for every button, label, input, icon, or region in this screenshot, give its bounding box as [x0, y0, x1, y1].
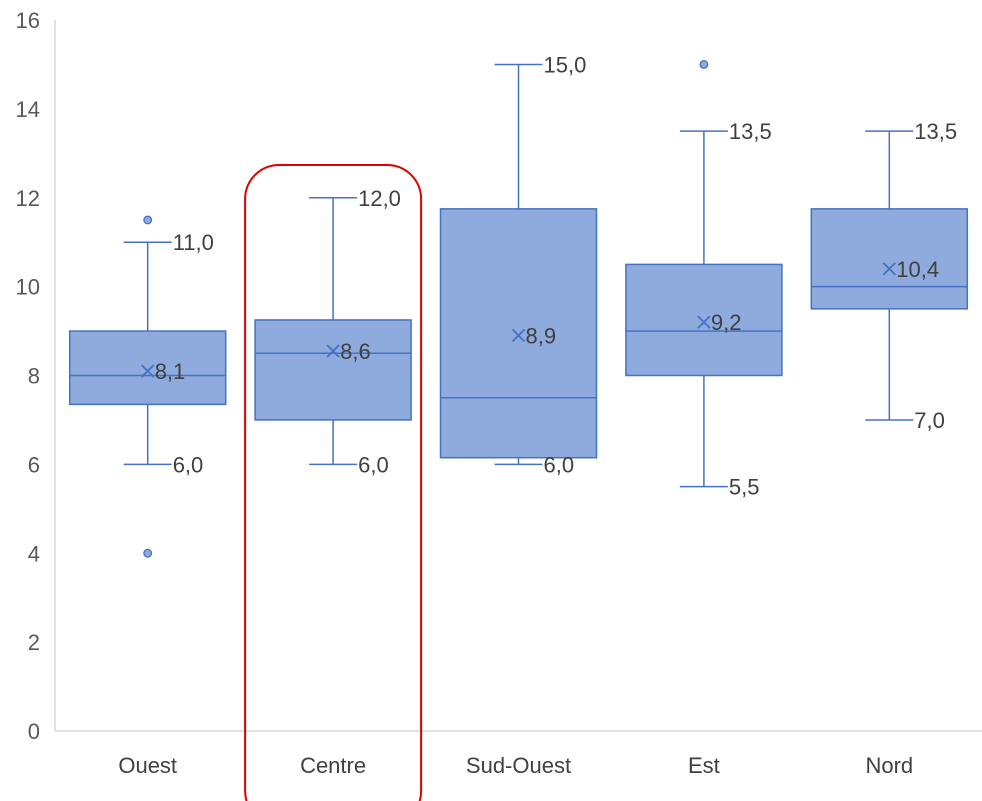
mean-data-label: 10,4: [896, 257, 939, 282]
max-data-label: 15,0: [544, 52, 587, 77]
iqr-box: [68, 330, 227, 406]
box-ouest: [68, 215, 227, 558]
mean-marker: [882, 262, 896, 276]
mean-marker: [326, 344, 340, 358]
box-sud-ouest: [439, 63, 598, 466]
min-data-label: 6,0: [544, 452, 575, 477]
iqr-box: [625, 263, 783, 377]
data-labels: 11,0 6,0 8,1 12,0 6,0 8,6 15,0 6,0 8,9 13,5 5,5 9,2…: [155, 52, 957, 499]
mean-data-label: 9,2: [711, 310, 742, 335]
mean-data-label: 8,9: [526, 324, 557, 349]
min-data-label: 5,5: [729, 475, 760, 500]
max-data-label: 11,0: [173, 230, 214, 255]
x-category-label: Nord: [865, 753, 913, 778]
y-tick-label: 10: [16, 275, 40, 300]
box-nord: [810, 130, 969, 421]
min-data-label: 6,0: [358, 452, 389, 477]
x-category-label: Centre: [300, 753, 366, 778]
y-tick-label: 2: [28, 630, 40, 655]
iqr-box: [810, 208, 969, 310]
outlier-point: [699, 59, 709, 69]
y-tick-label: 6: [28, 452, 40, 477]
x-category-label: Sud-Ouest: [466, 753, 571, 778]
y-tick-label: 8: [28, 364, 40, 389]
highlight-overlay: [244, 164, 423, 801]
box-series: [68, 59, 969, 558]
max-data-label: 12,0: [358, 186, 401, 211]
box-centre: [254, 197, 412, 466]
y-tick-label: 0: [28, 719, 40, 744]
max-data-label: 13,5: [729, 119, 772, 144]
min-data-label: 6,0: [173, 452, 204, 477]
y-tick-label: 14: [16, 97, 40, 122]
mean-marker: [697, 315, 711, 329]
min-data-label: 7,0: [914, 408, 945, 433]
mean-marker: [141, 364, 155, 378]
mean-data-label: 8,6: [340, 339, 371, 364]
x-category-label: Est: [688, 753, 720, 778]
mean-marker: [511, 328, 526, 343]
iqr-box: [254, 319, 412, 421]
y-tick-label: 16: [16, 8, 40, 33]
x-category-label: Ouest: [118, 753, 177, 778]
outlier-point: [143, 215, 153, 225]
box-est: [625, 59, 783, 488]
max-data-label: 13,5: [914, 119, 957, 144]
iqr-box: [439, 208, 598, 459]
y-tick-label: 12: [16, 186, 40, 211]
axes: 0 2 4 6 8 10 12 14 16 Ouest Centre Sud-Ouest Est Nord: [16, 8, 982, 778]
outlier-point: [143, 548, 153, 558]
highlight-box-centre: [244, 164, 423, 801]
y-tick-label: 4: [28, 541, 40, 566]
mean-data-label: 8,1: [155, 359, 186, 384]
